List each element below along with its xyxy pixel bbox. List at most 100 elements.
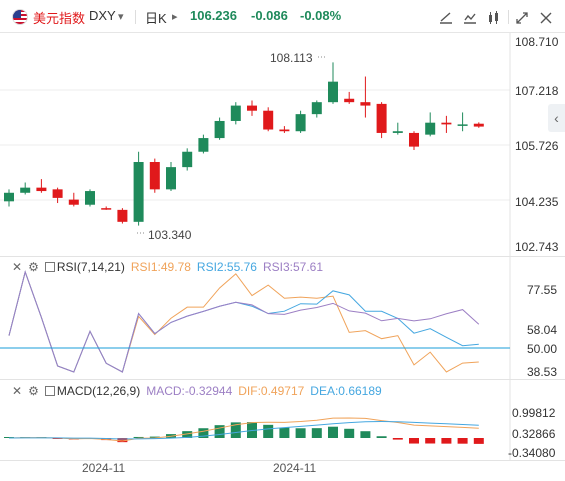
candle-body[interactable] — [214, 120, 225, 139]
macd-bar — [149, 436, 160, 438]
dea-value: DEA:0.66189 — [310, 384, 382, 398]
rsi-close-icon[interactable]: ✕ — [12, 260, 23, 274]
macd-bar — [198, 428, 209, 438]
candle-body[interactable] — [52, 189, 63, 198]
macd-bar — [230, 422, 241, 438]
candle-body[interactable] — [473, 123, 484, 127]
candle-body[interactable] — [36, 187, 47, 192]
candle-body[interactable] — [166, 167, 176, 190]
candle-body[interactable] — [311, 102, 322, 115]
macd-bar — [376, 436, 387, 438]
toolbar-divider — [508, 10, 509, 24]
rsi3-value: RSI3:57.61 — [262, 260, 324, 274]
candle-body[interactable] — [149, 162, 160, 190]
close-icon[interactable] — [536, 8, 556, 28]
macd-tick-2: 0.32866 — [512, 427, 556, 441]
rsi-lines-group — [8, 270, 480, 373]
macd-lines-group — [8, 417, 479, 442]
macd-separator — [0, 379, 565, 380]
macd-tick-3: -0.34080 — [508, 446, 556, 460]
candle-body[interactable] — [376, 103, 387, 133]
rsi-settings-icon[interactable]: ⚙ — [28, 260, 39, 274]
candle-body[interactable] — [230, 105, 241, 121]
macd-settings-icon[interactable]: ⚙ — [28, 384, 39, 398]
candle-body[interactable] — [344, 98, 355, 103]
candle-body[interactable] — [20, 187, 31, 193]
macd-bar — [473, 438, 484, 444]
candle-body[interactable] — [425, 122, 436, 135]
symbol-dropdown-icon[interactable]: ▾ — [118, 11, 124, 23]
macd-tick-1: 0.99812 — [512, 406, 556, 420]
y-tick-2: 107.218 — [515, 84, 559, 98]
macd-bar — [409, 438, 419, 444]
candle-body[interactable] — [182, 151, 193, 168]
rsi-title: RSI(7,14,21) — [56, 260, 125, 274]
fullscreen-icon[interactable] — [512, 8, 532, 28]
dif-value: DIF:0.49717 — [238, 384, 305, 398]
candle-body[interactable] — [279, 129, 290, 132]
macd-bars-group — [4, 422, 484, 444]
candle-body[interactable] — [4, 192, 14, 202]
candle-body[interactable] — [295, 114, 306, 132]
high-annotation: 108.113 — [270, 51, 313, 65]
macd-value: MACD:-0.32944 — [146, 384, 233, 398]
candle-body[interactable] — [392, 131, 403, 133]
candle-body[interactable] — [247, 105, 257, 111]
macd-expand-icon[interactable] — [44, 386, 55, 396]
macd-bar — [441, 438, 452, 444]
x-tick-1: 2024-11 — [82, 461, 126, 475]
indicator-icon[interactable] — [460, 8, 480, 28]
compare-icon[interactable] — [484, 8, 504, 28]
candle-body[interactable] — [457, 124, 468, 126]
price-change-pct: -0.08% — [300, 8, 342, 23]
period-selector[interactable]: 日K — [145, 11, 167, 26]
macd-bar — [133, 436, 144, 438]
macd-bar — [247, 422, 257, 438]
macd-bar — [311, 428, 322, 438]
candle-body[interactable] — [263, 110, 274, 130]
macd-bar — [182, 431, 193, 438]
x-tick-2: 2024-11 — [273, 461, 317, 475]
macd-bar — [425, 438, 436, 444]
y-tick-3: 105.726 — [515, 139, 559, 153]
us-flag-icon — [12, 9, 28, 25]
current-price: 106.236 — [190, 8, 237, 23]
rsi-tick-2: 58.04 — [527, 323, 558, 337]
candle-body[interactable] — [85, 191, 95, 205]
chart-header: 美元指数 DXY ▾ 日K ▸ 106.236 -0.086 -0.08% — [0, 0, 565, 33]
price-change: -0.086 — [251, 8, 288, 23]
xaxis-separator — [0, 460, 565, 461]
candle-body[interactable] — [360, 102, 371, 106]
candles-group — [4, 62, 484, 226]
draw-line-icon[interactable] — [436, 8, 456, 28]
candle-body[interactable] — [198, 138, 209, 152]
macd-close-icon[interactable]: ✕ — [12, 384, 23, 398]
candle-body[interactable] — [101, 208, 112, 210]
rsi-expand-icon[interactable] — [44, 262, 55, 272]
candle-body[interactable] — [328, 81, 338, 103]
y-tick-5: 102.743 — [515, 240, 559, 254]
symbol-label[interactable]: DXY — [89, 8, 116, 23]
candle-body[interactable] — [133, 162, 144, 222]
collapse-panel-button[interactable]: ‹ — [548, 104, 565, 132]
candle-body[interactable] — [117, 209, 128, 222]
macd-bar — [295, 428, 306, 438]
candle-body[interactable] — [409, 132, 419, 147]
rsi1-value: RSI1:49.78 — [130, 260, 191, 274]
instrument-name[interactable]: 美元指数 — [33, 11, 86, 26]
rsi-separator — [0, 256, 565, 257]
rsi-tick-3: 50.00 — [527, 342, 558, 356]
rsi-tick-4: 38.53 — [527, 365, 558, 379]
rsi-tick-1: 77.55 — [527, 283, 558, 297]
dif-line — [8, 417, 479, 442]
rsi-legend: ✕ ⚙ RSI(7,14,21) RSI1:49.78 RSI2:55.76 R… — [12, 260, 323, 274]
candle-body[interactable] — [68, 199, 79, 205]
low-annotation: 103.340 — [148, 228, 192, 242]
y-tick-1: 108.710 — [515, 35, 559, 49]
macd-bar — [344, 428, 355, 438]
macd-legend: ✕ ⚙ MACD(12,26,9) MACD:-0.32944 DIF:0.49… — [12, 384, 382, 398]
dea-line — [8, 421, 479, 440]
period-dropdown-icon[interactable]: ▸ — [172, 11, 178, 23]
candle-body[interactable] — [441, 122, 452, 125]
